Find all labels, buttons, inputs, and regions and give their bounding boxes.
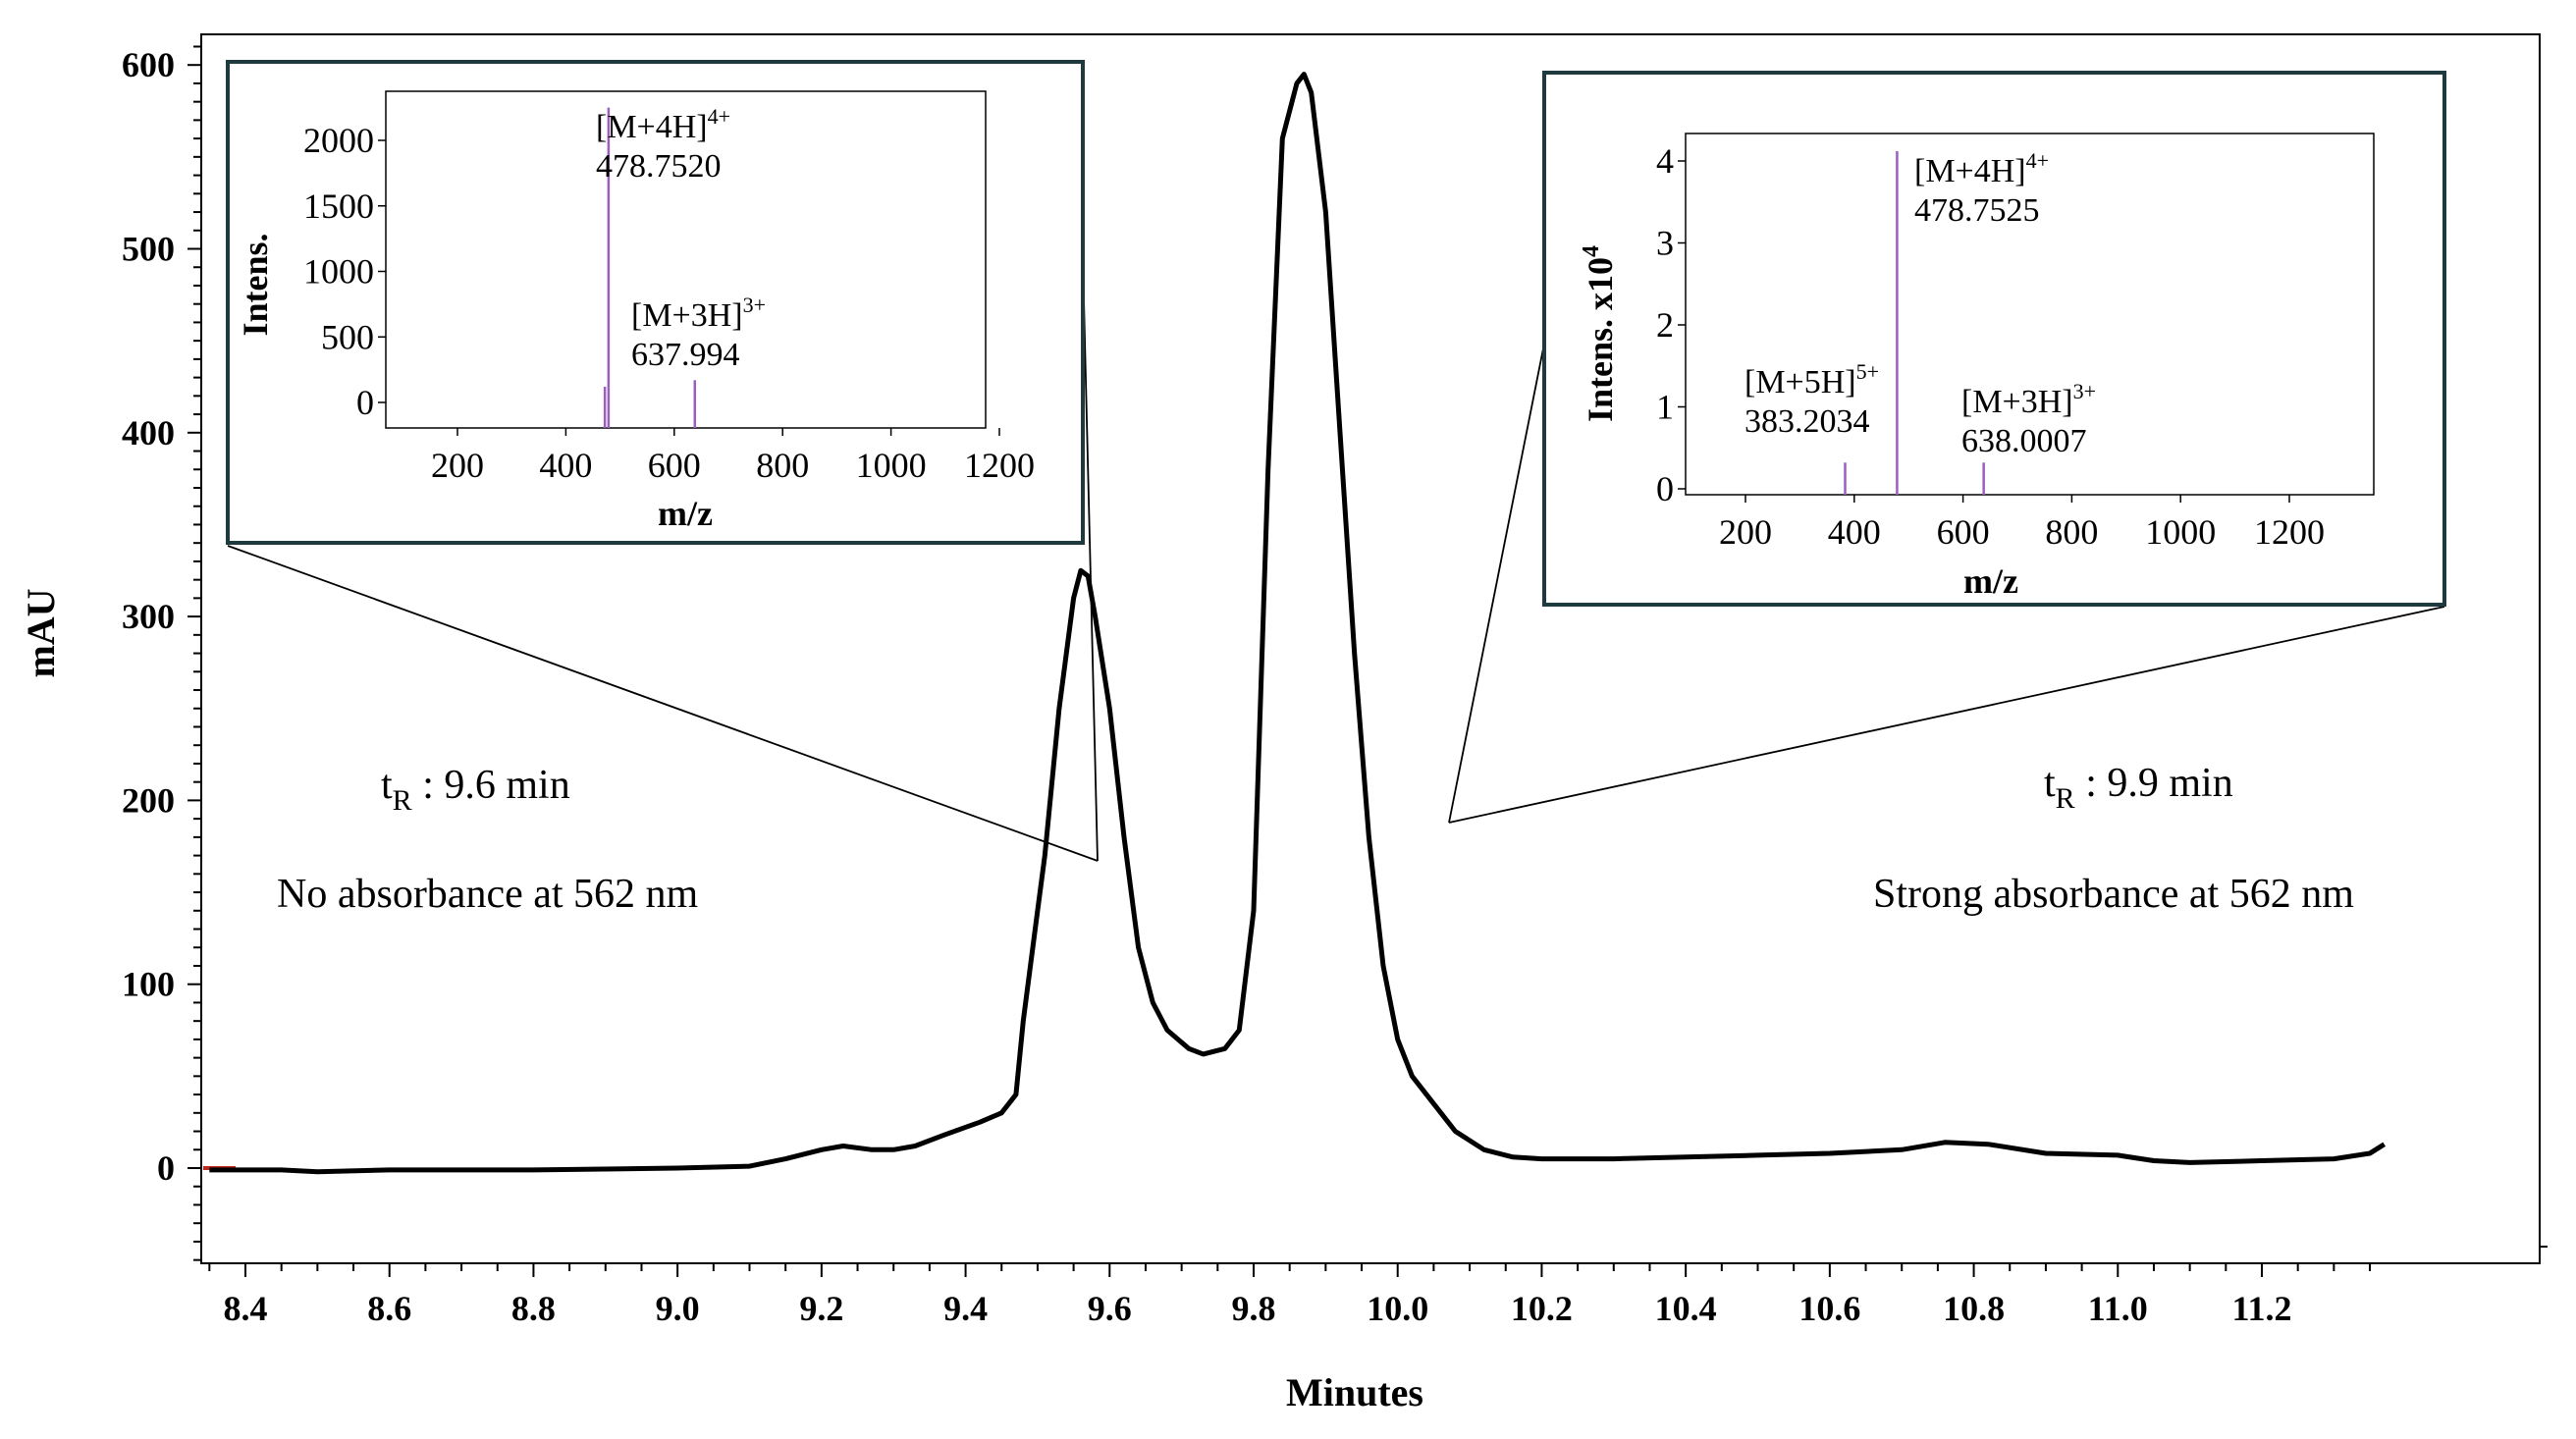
inset-right: 200 400 600 800 1000 1200 0 1 2 3 4 [M+5H]5+383.203… [1542, 71, 2446, 607]
peak-mz-label: 637.994 [631, 337, 740, 373]
x-tick-label: 10.6 [1798, 1289, 1860, 1328]
y-tick-label: 0 [157, 1148, 175, 1188]
inset-y-tick-label: 1500 [303, 187, 374, 226]
peak-ion-label: [M+5H]5+ [1744, 359, 1879, 400]
inset-y-tick-label: 2 [1656, 305, 1674, 345]
chromatogram-trace [209, 72, 2387, 1175]
left-retention-time: tR : 9.6 min [381, 763, 570, 817]
x-tick-label: 9.8 [1232, 1289, 1276, 1328]
y-axis-title: mAU [19, 588, 63, 677]
x-tick-label: 9.6 [1088, 1289, 1132, 1328]
x-tick-label: 8.6 [367, 1289, 411, 1328]
inset-x-tick-label: 1200 [964, 446, 1035, 485]
x-tick-label: 9.0 [656, 1289, 700, 1328]
peak-ion-label: [M+3H]3+ [631, 293, 766, 334]
x-tick-label: 9.4 [943, 1289, 988, 1328]
inset-x-tick-label: 200 [1719, 512, 1772, 552]
plot-frame [200, 33, 2541, 1264]
x-tick-label: 10.0 [1367, 1289, 1428, 1328]
inset-y-tick-label: 3 [1656, 224, 1674, 263]
inset-y-tick-label: 0 [1656, 469, 1674, 508]
inset-right-ylabel: Intens. x104 [1579, 245, 1620, 422]
y-tick-label: 400 [122, 413, 175, 453]
x-tick-label: 11.2 [2231, 1289, 2291, 1328]
inset-right-plot [1685, 133, 2375, 496]
y-tick-label: 600 [122, 45, 175, 84]
x-tick-label: 10.4 [1655, 1289, 1717, 1328]
inset-x-tick-label: 600 [648, 446, 701, 485]
x-tick-label: 11.0 [2088, 1289, 2148, 1328]
inset-y-tick-label: 4 [1656, 141, 1674, 181]
inset-right-xlabel: m/z [1963, 561, 2018, 601]
y-tick-label: 100 [122, 965, 175, 1004]
left-connector-bottom [227, 545, 1099, 862]
peak-mz-label: 478.7525 [1914, 192, 2040, 229]
inset-y-tick-label: 1000 [303, 252, 374, 292]
peak-mz-label: 383.2034 [1744, 403, 1870, 440]
right-connector-top [1448, 343, 1545, 824]
inset-y-tick-label: 500 [321, 317, 374, 356]
inset-x-tick-label: 400 [1828, 512, 1881, 552]
peak-ion-label: [M+3H]3+ [1961, 379, 2096, 420]
inset-right-ticks [1678, 160, 2290, 503]
right-absorbance-note: Strong absorbance at 562 nm [1873, 872, 2354, 917]
x-tick-label: 8.8 [511, 1289, 556, 1328]
x-tick-label: 10.2 [1511, 1289, 1573, 1328]
peak-mz-label: 638.0007 [1961, 423, 2087, 459]
left-absorbance-note: No absorbance at 562 nm [277, 872, 699, 917]
inset-x-tick-label: 1000 [2145, 512, 2216, 552]
inset-left-ylabel: Intens. [236, 233, 275, 336]
inset-left-ticks [378, 139, 1000, 436]
y-tick-label: 200 [122, 780, 175, 820]
x-tick-label: 10.8 [1943, 1289, 2005, 1328]
inset-x-tick-label: 1200 [2254, 512, 2325, 552]
y-tick-label: 500 [122, 230, 175, 269]
main-tick-labels: 8.4 8.6 8.8 9.0 9.2 9.4 9.6 9.8 10.0 10.2 10.4 10.6… [122, 45, 2292, 1328]
peak-mz-label: 478.7520 [596, 148, 722, 185]
inset-left-peaks [603, 107, 697, 428]
inset-y-tick-label: 1 [1656, 388, 1674, 427]
right-connector-bottom [1448, 606, 2445, 824]
inset-x-tick-label: 800 [756, 446, 809, 485]
inset-x-tick-label: 200 [431, 446, 484, 485]
y-tick-label: 300 [122, 597, 175, 636]
x-axis-title: Minutes [1286, 1370, 1423, 1414]
x-tick-label: 9.2 [799, 1289, 843, 1328]
inset-x-tick-label: 1000 [856, 446, 927, 485]
inset-left: 200 400 600 800 1000 1200 0 500 1000 1500 2000 [M+4… [226, 60, 1085, 545]
inset-right-labels: 200 400 600 800 1000 1200 0 1 2 3 4 [M+5H]5+383.203… [1656, 141, 2325, 552]
inset-y-tick-label: 2000 [303, 121, 374, 160]
inset-x-tick-label: 600 [1937, 512, 1990, 552]
inset-right-peaks [1844, 150, 1985, 495]
inset-x-tick-label: 800 [2045, 512, 2098, 552]
x-tick-label: 8.4 [224, 1289, 268, 1328]
peak-ion-label: [M+4H]4+ [1914, 148, 2049, 189]
right-retention-time: tR : 9.9 min [2044, 761, 2233, 815]
inset-x-tick-label: 400 [539, 446, 592, 485]
peak-ion-label: [M+4H]4+ [596, 104, 730, 145]
inset-left-labels: 200 400 600 800 1000 1200 0 500 1000 1500 2000 [M+4… [303, 104, 1035, 485]
inset-left-xlabel: m/z [658, 494, 713, 533]
main-axis-ticks [188, 45, 2548, 1277]
inset-y-tick-label: 0 [356, 383, 374, 422]
inset-left-plot [385, 90, 987, 429]
